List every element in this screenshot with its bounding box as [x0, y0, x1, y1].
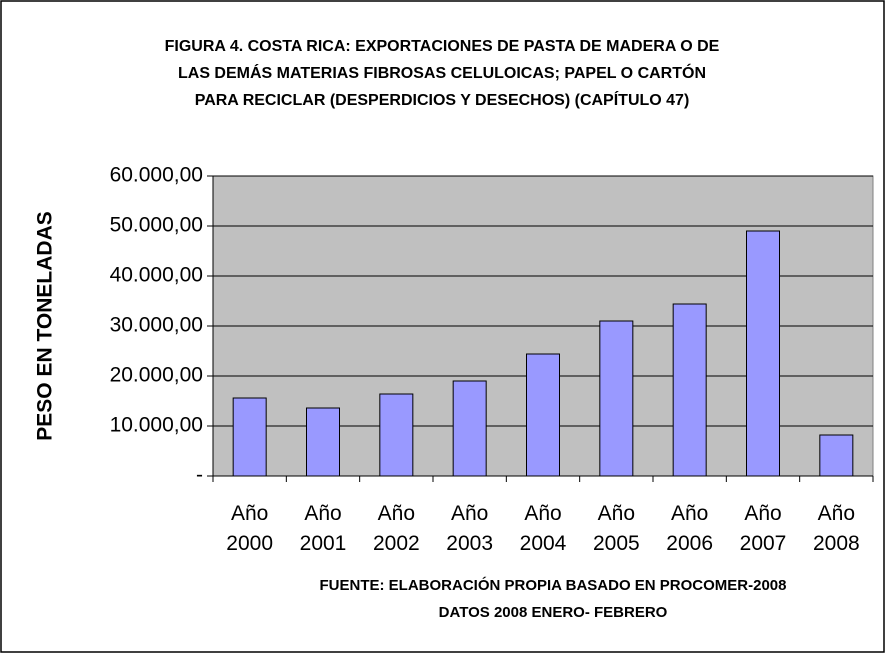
bar	[232, 397, 267, 477]
x-tick-label: Año 2004	[519, 502, 567, 555]
y-tick-label: 40.000,00	[110, 264, 203, 287]
bar	[452, 380, 487, 477]
footnote: DATOS 2008 ENERO- FEBRERO	[439, 604, 668, 621]
x-tick-label: Año 2007	[739, 502, 787, 555]
x-tick-label: Año 2008	[812, 502, 860, 555]
chart-title: LAS DEMÁS MATERIAS FIBROSAS CELULOICAS; …	[178, 63, 706, 82]
y-tick-label: 10.000,00	[110, 414, 203, 437]
y-axis-label: PESO EN TONELADAS	[34, 211, 57, 440]
y-tick-label: -	[196, 464, 203, 487]
y-tick-label: 20.000,00	[110, 364, 203, 387]
x-tick-label: Año 2005	[592, 502, 640, 555]
bar	[672, 303, 707, 477]
bar	[599, 320, 634, 477]
chart-title: FIGURA 4. COSTA RICA: EXPORTACIONES DE P…	[165, 38, 720, 55]
bar	[306, 407, 340, 477]
x-tick-label: Año 2000	[226, 502, 274, 555]
footnote: FUENTE: ELABORACIÓN PROPIA BASADO EN PRO…	[320, 576, 787, 594]
bar	[526, 353, 560, 477]
y-tick-label: 50.000,00	[110, 214, 203, 237]
bar	[819, 434, 854, 477]
x-tick-label: Año 2001	[299, 502, 347, 555]
bar	[379, 393, 414, 477]
chart-title: PARA RECICLAR (DESPERDICIOS Y DESECHOS) …	[195, 90, 690, 109]
x-tick-label: Año 2003	[446, 502, 494, 555]
y-tick-label: 30.000,00	[110, 314, 203, 337]
y-tick-label: 60.000,00	[110, 164, 203, 187]
x-tick-label: Año 2006	[666, 502, 714, 555]
x-tick-label: Año 2002	[372, 502, 420, 555]
bar	[746, 230, 780, 477]
